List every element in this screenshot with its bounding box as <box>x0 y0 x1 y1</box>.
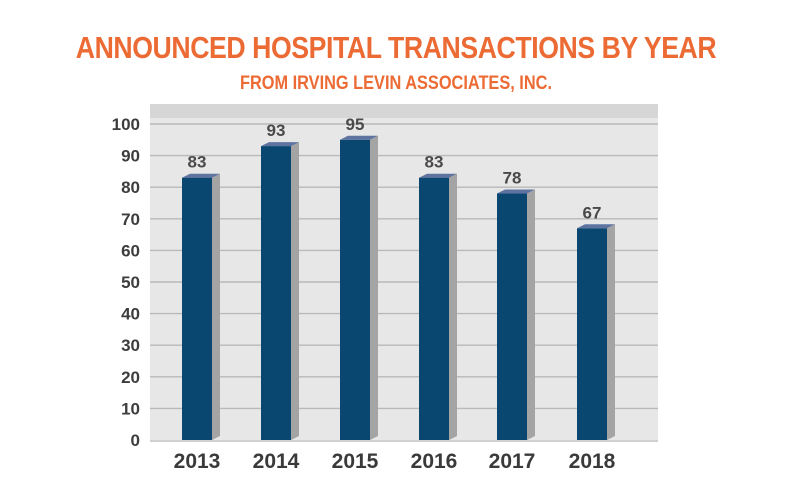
x-tick-label: 2013 <box>174 450 221 473</box>
y-tick-label: 50 <box>121 273 140 292</box>
x-tick-label: 2014 <box>253 450 300 473</box>
bar-side <box>527 189 535 440</box>
bar-2015: 95 <box>340 115 378 441</box>
bar-side <box>291 142 299 440</box>
y-tick-label: 90 <box>121 147 140 166</box>
plot-top-band <box>150 104 658 118</box>
y-tick-label: 0 <box>131 431 140 450</box>
bar-front <box>419 177 449 440</box>
bar-front <box>182 177 212 440</box>
bar-top <box>577 224 615 229</box>
bar-2014: 93 <box>261 121 299 440</box>
y-tick-label: 60 <box>121 241 140 260</box>
chart-title: ANNOUNCED HOSPITAL TRANSACTIONS BY YEAR <box>75 30 717 65</box>
data-label: 67 <box>583 203 602 222</box>
bars: 83 93 95 83 78 67 <box>182 115 615 441</box>
x-tick-label: 2017 <box>489 450 536 473</box>
bar-top <box>419 173 457 178</box>
bar-2013: 83 <box>182 153 220 440</box>
bar-side <box>607 224 615 440</box>
data-label: 83 <box>425 153 444 172</box>
x-axis: 2013 2014 2015 2016 2017 2018 <box>174 450 616 473</box>
y-tick-label: 100 <box>112 115 140 134</box>
plot-area <box>150 104 658 440</box>
bar-front <box>340 139 370 441</box>
y-tick-label: 80 <box>121 178 140 197</box>
bar-front <box>497 193 527 440</box>
bar-side <box>449 173 457 440</box>
bar-top <box>261 142 299 147</box>
data-label: 78 <box>503 169 522 188</box>
data-label: 83 <box>188 153 207 172</box>
y-tick-label: 30 <box>121 336 140 355</box>
y-tick-label: 10 <box>121 399 140 418</box>
bar-top <box>340 135 378 140</box>
chart-subtitle: FROM IRVING LEVIN ASSOCIATES, INC. <box>239 73 552 94</box>
plot-background <box>150 104 658 442</box>
bar-2017: 78 <box>497 169 535 440</box>
bar-top <box>497 189 535 194</box>
x-tick-label: 2016 <box>411 450 458 473</box>
bar-side <box>212 173 220 440</box>
bar-front <box>261 146 291 440</box>
data-label: 95 <box>346 115 365 134</box>
bar-2016: 83 <box>419 153 457 440</box>
y-axis: 0 10 20 30 40 50 60 70 80 90 100 <box>112 115 140 450</box>
y-tick-label: 20 <box>121 368 140 387</box>
x-tick-label: 2015 <box>332 450 379 473</box>
bar-front <box>577 228 607 440</box>
bar-side <box>370 135 378 441</box>
y-tick-label: 70 <box>121 210 140 229</box>
gridlines <box>150 123 658 410</box>
bar-2018: 67 <box>577 203 615 440</box>
x-tick-label: 2018 <box>569 450 616 473</box>
y-tick-label: 40 <box>121 305 140 324</box>
data-label: 93 <box>267 121 286 140</box>
bar-top <box>182 173 220 178</box>
